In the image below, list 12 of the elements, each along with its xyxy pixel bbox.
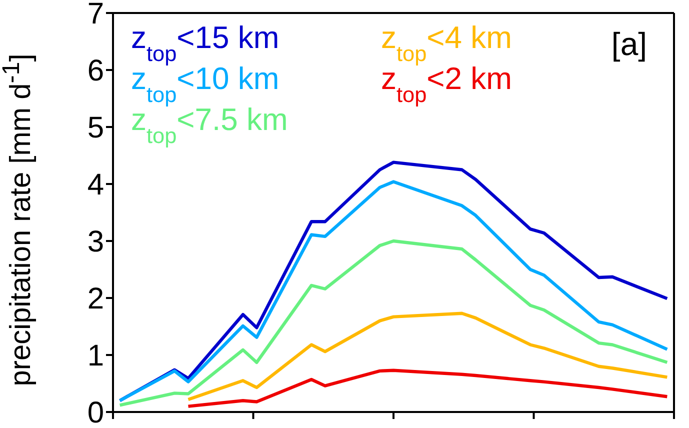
y-tick-label: 4 [87, 168, 104, 202]
y-tick-label: 3 [87, 226, 104, 259]
y-tick-label: 2 [87, 282, 104, 316]
y-tick-label: 6 [87, 54, 104, 88]
line-series [186, 312, 669, 402]
y-tick-label: 0 [87, 396, 104, 428]
y-tick-label: 1 [87, 340, 104, 373]
line-series [186, 368, 669, 408]
line-series [118, 239, 669, 407]
y-tick-label: 5 [87, 112, 104, 145]
y-tick-label: 7 [87, 0, 104, 31]
annotation: [a] [611, 26, 647, 63]
